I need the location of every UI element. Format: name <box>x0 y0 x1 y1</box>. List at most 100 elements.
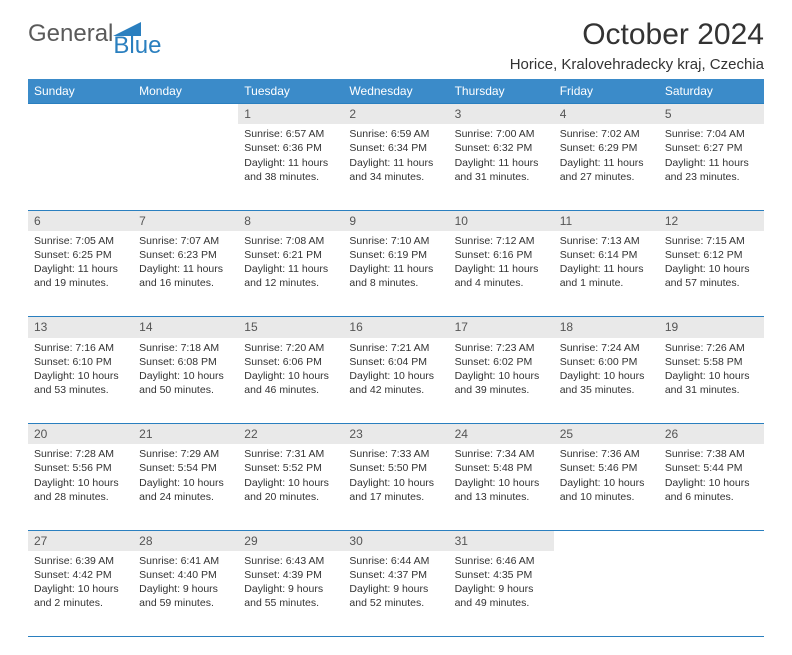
day-cell: Sunrise: 6:57 AMSunset: 6:36 PMDaylight:… <box>238 124 343 210</box>
daylight-text: Daylight: 11 hours and 31 minutes. <box>455 156 548 184</box>
month-title: October 2024 <box>510 18 764 52</box>
day-header-row: Sunday Monday Tuesday Wednesday Thursday… <box>28 79 764 104</box>
day-number-cell <box>659 530 764 551</box>
logo-blue-word: Blue <box>113 34 161 58</box>
sunset-text: Sunset: 5:56 PM <box>34 461 127 475</box>
sunset-text: Sunset: 6:10 PM <box>34 355 127 369</box>
day-cell-content: Sunrise: 7:31 AMSunset: 5:52 PMDaylight:… <box>238 444 343 510</box>
sunset-text: Sunset: 4:35 PM <box>455 568 548 582</box>
sunset-text: Sunset: 6:14 PM <box>560 248 653 262</box>
daylight-text: Daylight: 11 hours and 19 minutes. <box>34 262 127 290</box>
calendar-body: 12345Sunrise: 6:57 AMSunset: 6:36 PMDayl… <box>28 104 764 637</box>
sunset-text: Sunset: 6:04 PM <box>349 355 442 369</box>
daylight-text: Daylight: 9 hours and 52 minutes. <box>349 582 442 610</box>
day-number-cell: 23 <box>343 424 448 445</box>
day-cell-content: Sunrise: 7:29 AMSunset: 5:54 PMDaylight:… <box>133 444 238 510</box>
sunrise-text: Sunrise: 6:44 AM <box>349 554 442 568</box>
sunset-text: Sunset: 6:34 PM <box>349 141 442 155</box>
day-cell-content: Sunrise: 6:39 AMSunset: 4:42 PMDaylight:… <box>28 551 133 617</box>
daylight-text: Daylight: 10 hours and 20 minutes. <box>244 476 337 504</box>
day-number-cell: 16 <box>343 317 448 338</box>
day-number-cell: 20 <box>28 424 133 445</box>
daylight-text: Daylight: 9 hours and 55 minutes. <box>244 582 337 610</box>
day-number-cell: 14 <box>133 317 238 338</box>
day-cell-content: Sunrise: 7:05 AMSunset: 6:25 PMDaylight:… <box>28 231 133 297</box>
day-number-cell: 7 <box>133 210 238 231</box>
day-cell: Sunrise: 7:28 AMSunset: 5:56 PMDaylight:… <box>28 444 133 530</box>
daylight-text: Daylight: 10 hours and 57 minutes. <box>665 262 758 290</box>
day-cell-content: Sunrise: 7:15 AMSunset: 6:12 PMDaylight:… <box>659 231 764 297</box>
day-number-cell: 31 <box>449 530 554 551</box>
sunrise-text: Sunrise: 7:36 AM <box>560 447 653 461</box>
day-number-row: 2728293031 <box>28 530 764 551</box>
day-cell: Sunrise: 7:26 AMSunset: 5:58 PMDaylight:… <box>659 338 764 424</box>
daylight-text: Daylight: 9 hours and 59 minutes. <box>139 582 232 610</box>
day-cell: Sunrise: 7:36 AMSunset: 5:46 PMDaylight:… <box>554 444 659 530</box>
day-number-cell: 15 <box>238 317 343 338</box>
day-cell-content: Sunrise: 7:24 AMSunset: 6:00 PMDaylight:… <box>554 338 659 404</box>
day-number-cell: 9 <box>343 210 448 231</box>
day-cell-content: Sunrise: 7:20 AMSunset: 6:06 PMDaylight:… <box>238 338 343 404</box>
sunset-text: Sunset: 6:27 PM <box>665 141 758 155</box>
sunset-text: Sunset: 5:48 PM <box>455 461 548 475</box>
day-header: Monday <box>133 79 238 104</box>
daylight-text: Daylight: 10 hours and 10 minutes. <box>560 476 653 504</box>
sunset-text: Sunset: 4:42 PM <box>34 568 127 582</box>
daylight-text: Daylight: 11 hours and 4 minutes. <box>455 262 548 290</box>
sunrise-text: Sunrise: 7:26 AM <box>665 341 758 355</box>
sunset-text: Sunset: 6:00 PM <box>560 355 653 369</box>
day-header: Tuesday <box>238 79 343 104</box>
day-number-cell: 10 <box>449 210 554 231</box>
day-number-cell: 1 <box>238 104 343 125</box>
daylight-text: Daylight: 11 hours and 8 minutes. <box>349 262 442 290</box>
sunrise-text: Sunrise: 6:46 AM <box>455 554 548 568</box>
daylight-text: Daylight: 11 hours and 34 minutes. <box>349 156 442 184</box>
sunrise-text: Sunrise: 7:21 AM <box>349 341 442 355</box>
sunset-text: Sunset: 6:25 PM <box>34 248 127 262</box>
day-cell-content: Sunrise: 7:08 AMSunset: 6:21 PMDaylight:… <box>238 231 343 297</box>
sunrise-text: Sunrise: 7:07 AM <box>139 234 232 248</box>
sunrise-text: Sunrise: 7:10 AM <box>349 234 442 248</box>
sunrise-text: Sunrise: 6:41 AM <box>139 554 232 568</box>
day-cell-content: Sunrise: 6:41 AMSunset: 4:40 PMDaylight:… <box>133 551 238 617</box>
day-cell: Sunrise: 6:44 AMSunset: 4:37 PMDaylight:… <box>343 551 448 637</box>
day-cell: Sunrise: 7:04 AMSunset: 6:27 PMDaylight:… <box>659 124 764 210</box>
sunset-text: Sunset: 5:54 PM <box>139 461 232 475</box>
sunrise-text: Sunrise: 6:43 AM <box>244 554 337 568</box>
sunset-text: Sunset: 5:50 PM <box>349 461 442 475</box>
sunrise-text: Sunrise: 7:13 AM <box>560 234 653 248</box>
day-header: Friday <box>554 79 659 104</box>
sunset-text: Sunset: 6:06 PM <box>244 355 337 369</box>
daylight-text: Daylight: 10 hours and 42 minutes. <box>349 369 442 397</box>
sunset-text: Sunset: 6:19 PM <box>349 248 442 262</box>
daylight-text: Daylight: 11 hours and 23 minutes. <box>665 156 758 184</box>
sunrise-text: Sunrise: 7:33 AM <box>349 447 442 461</box>
sunrise-text: Sunrise: 7:34 AM <box>455 447 548 461</box>
day-cell: Sunrise: 6:59 AMSunset: 6:34 PMDaylight:… <box>343 124 448 210</box>
day-cell: Sunrise: 7:23 AMSunset: 6:02 PMDaylight:… <box>449 338 554 424</box>
day-cell: Sunrise: 7:05 AMSunset: 6:25 PMDaylight:… <box>28 231 133 317</box>
logo-text-blue: Blue <box>113 22 161 58</box>
day-cell: Sunrise: 7:13 AMSunset: 6:14 PMDaylight:… <box>554 231 659 317</box>
daylight-text: Daylight: 10 hours and 31 minutes. <box>665 369 758 397</box>
day-content-row: Sunrise: 7:16 AMSunset: 6:10 PMDaylight:… <box>28 338 764 424</box>
day-cell-content: Sunrise: 7:38 AMSunset: 5:44 PMDaylight:… <box>659 444 764 510</box>
day-cell-content: Sunrise: 7:34 AMSunset: 5:48 PMDaylight:… <box>449 444 554 510</box>
sunset-text: Sunset: 6:08 PM <box>139 355 232 369</box>
sunset-text: Sunset: 6:02 PM <box>455 355 548 369</box>
daylight-text: Daylight: 10 hours and 53 minutes. <box>34 369 127 397</box>
day-cell: Sunrise: 7:15 AMSunset: 6:12 PMDaylight:… <box>659 231 764 317</box>
logo-text-general: General <box>28 22 113 46</box>
day-number-cell: 11 <box>554 210 659 231</box>
day-cell-content: Sunrise: 6:44 AMSunset: 4:37 PMDaylight:… <box>343 551 448 617</box>
day-number-cell: 27 <box>28 530 133 551</box>
sunrise-text: Sunrise: 7:29 AM <box>139 447 232 461</box>
sunrise-text: Sunrise: 7:15 AM <box>665 234 758 248</box>
sunset-text: Sunset: 4:37 PM <box>349 568 442 582</box>
day-cell: Sunrise: 7:20 AMSunset: 6:06 PMDaylight:… <box>238 338 343 424</box>
calendar-page: General Blue October 2024 Horice, Kralov… <box>0 0 792 655</box>
sunset-text: Sunset: 5:52 PM <box>244 461 337 475</box>
page-header: General Blue October 2024 Horice, Kralov… <box>28 18 764 73</box>
day-cell: Sunrise: 7:38 AMSunset: 5:44 PMDaylight:… <box>659 444 764 530</box>
sunset-text: Sunset: 6:29 PM <box>560 141 653 155</box>
